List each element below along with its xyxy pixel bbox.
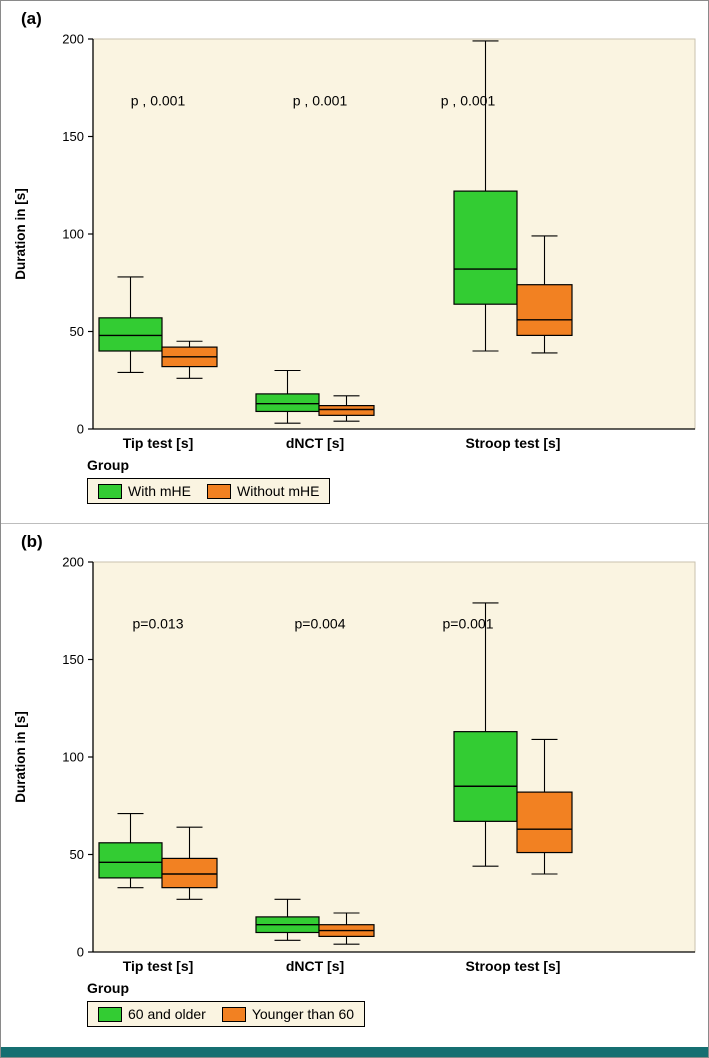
legend-box-b: 60 and older Younger than 60 [87,1001,366,1027]
svg-text:dNCT [s]: dNCT [s] [286,435,344,451]
legend-item: With mHE [98,483,191,499]
svg-text:p=0.013: p=0.013 [133,615,184,631]
boxplot-chart-a: 0 50 100 150 200 Duration in [s] p , 0.001 p , … [13,32,696,451]
svg-text:Tip test [s]: Tip test [s] [123,958,194,974]
svg-text:Duration in [s]: Duration in [s] [13,711,28,803]
legend-area-b: Group 60 and older Younger than 60 [87,980,708,1027]
svg-text:Stroop test [s]: Stroop test [s] [466,958,561,974]
svg-text:200: 200 [62,555,84,570]
svg-text:Stroop test [s]: Stroop test [s] [466,435,561,451]
svg-text:Tip test [s]: Tip test [s] [123,435,194,451]
legend-swatch-orange [207,483,231,499]
svg-text:p , 0.001: p , 0.001 [293,92,348,108]
legend-label: 60 and older [128,1006,206,1022]
svg-text:p=0.004: p=0.004 [295,615,346,631]
legend-label: Without mHE [237,483,320,499]
svg-text:p , 0.001: p , 0.001 [441,92,496,108]
legend-label: With mHE [128,483,191,499]
svg-text:Duration in [s]: Duration in [s] [13,188,28,280]
svg-text:100: 100 [62,750,84,765]
svg-text:150: 150 [62,652,84,667]
panel-a: (a) 0 50 100 150 200 Duration in [s] p , 0.001… [1,1,708,524]
panel-b: (b) 0 50 100 150 200 Duration in [s] p=0.013 p=… [1,524,708,1047]
legend-area-a: Group With mHE Without mHE [87,457,708,504]
boxplot-chart-b: 0 50 100 150 200 Duration in [s] p=0.013 p=0.00… [13,555,696,974]
legend-swatch-green [98,1006,122,1022]
svg-text:50: 50 [70,324,84,339]
svg-text:200: 200 [62,32,84,47]
legend-title-b: Group [87,980,129,996]
legend-box-a: With mHE Without mHE [87,478,331,504]
legend-item: Without mHE [207,483,319,499]
svg-text:50: 50 [70,847,84,862]
svg-text:p , 0.001: p , 0.001 [131,92,186,108]
panel-b-label: (b) [21,532,43,551]
legend-title-a: Group [87,457,129,473]
svg-text:0: 0 [77,422,84,437]
legend-label: Younger than 60 [251,1006,355,1022]
legend-item: Younger than 60 [221,1006,355,1022]
legend-swatch-green [98,483,122,499]
bottom-border-bar [1,1047,708,1057]
legend-item: 60 and older [98,1006,206,1022]
svg-text:dNCT [s]: dNCT [s] [286,958,344,974]
panel-a-label: (a) [21,9,42,28]
svg-text:p=0.001: p=0.001 [443,615,494,631]
svg-text:0: 0 [77,945,84,960]
svg-text:150: 150 [62,129,84,144]
svg-text:100: 100 [62,227,84,242]
legend-swatch-orange [221,1006,246,1022]
